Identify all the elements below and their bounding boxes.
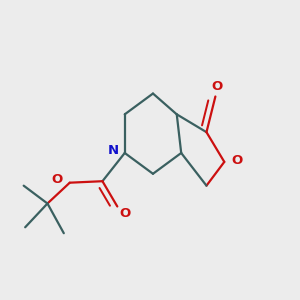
Text: N: N: [108, 144, 119, 157]
Text: O: O: [211, 80, 223, 93]
Text: O: O: [119, 206, 130, 220]
Text: O: O: [231, 154, 242, 167]
Text: O: O: [52, 172, 63, 186]
